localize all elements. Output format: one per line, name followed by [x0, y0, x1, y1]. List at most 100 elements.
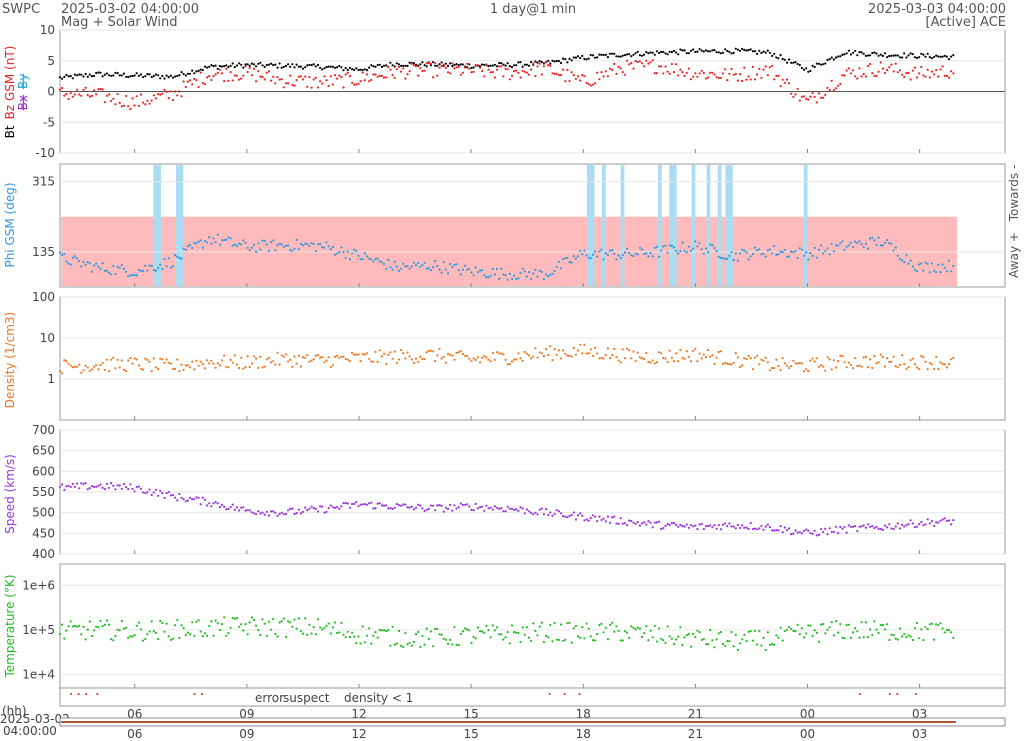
mag-point [212, 75, 214, 77]
temperature-point [227, 632, 229, 634]
density-point [240, 357, 242, 359]
mag-point [238, 62, 240, 64]
mag-point [148, 103, 150, 105]
density-point [419, 356, 421, 358]
phi-point [366, 255, 368, 257]
mag-point [315, 65, 317, 67]
density-point [507, 363, 509, 365]
density-point [161, 358, 163, 360]
mag-point [809, 96, 811, 98]
temperature-point [368, 627, 370, 629]
mag-point [321, 68, 323, 70]
mag-point [607, 75, 609, 77]
mag-point [413, 64, 415, 66]
phi-point [767, 249, 769, 251]
temperature-point [912, 639, 914, 641]
density-point [843, 361, 845, 363]
density-point [238, 367, 240, 369]
temperature-point [743, 634, 745, 636]
temperature-point [355, 642, 357, 644]
speed-point [131, 488, 133, 490]
temperature-point [858, 637, 860, 639]
temperature-point [709, 629, 711, 631]
mag-point [924, 76, 926, 78]
mag-point [950, 56, 952, 58]
phi-point [581, 253, 583, 255]
temperature-point [110, 638, 112, 640]
mag-point [336, 66, 338, 68]
mag-point [466, 63, 468, 65]
mag-point [718, 77, 720, 79]
mag-point [579, 57, 581, 59]
temperature-point [353, 636, 355, 638]
phi-point [681, 242, 683, 244]
speed-point [108, 487, 110, 489]
mag-point [232, 79, 234, 81]
temperature-point [232, 617, 234, 619]
mag-point [221, 65, 223, 67]
mag-point [492, 71, 494, 73]
speed-point [748, 528, 750, 530]
speed-point [588, 520, 590, 522]
mag-point [726, 79, 728, 81]
phi-point [854, 241, 856, 243]
speed-point [939, 520, 941, 522]
mag-point [202, 69, 204, 71]
mag-point [735, 73, 737, 75]
time-navigator-range[interactable] [61, 721, 956, 723]
temperature-point [302, 633, 304, 635]
density-point [816, 357, 818, 359]
mag-point [261, 64, 263, 66]
speed-point [172, 494, 174, 496]
speed-point [136, 486, 138, 488]
mag-point [560, 62, 562, 64]
density-point [743, 357, 745, 359]
mag-point [598, 78, 600, 80]
density-point [905, 368, 907, 370]
speed-point [598, 516, 600, 518]
phi-point [285, 245, 287, 247]
density-point [773, 367, 775, 369]
speed-point [293, 513, 295, 515]
mag-point [814, 66, 816, 68]
density-point [374, 351, 376, 353]
speed-point [477, 507, 479, 509]
mag-point [566, 61, 568, 63]
temperature-point [833, 634, 835, 636]
mag-point [654, 54, 656, 56]
mag-point [72, 77, 74, 79]
phi-point [142, 270, 144, 272]
mag-point [240, 64, 242, 66]
temperature-point [839, 623, 841, 625]
density-point [916, 367, 918, 369]
phi-point [161, 268, 163, 270]
phi-point [536, 276, 538, 278]
density-point [677, 360, 679, 362]
mag-point [863, 53, 865, 55]
mag-point [671, 51, 673, 53]
phi-point [253, 244, 255, 246]
mag-point [600, 71, 602, 73]
mag-point [507, 62, 509, 64]
temperature-point [462, 630, 464, 632]
mag-point [626, 60, 628, 62]
mag-point [76, 89, 78, 91]
density-point [443, 356, 445, 358]
temperature-point [924, 626, 926, 628]
mag-point [771, 55, 773, 57]
speed-point [61, 483, 63, 485]
mag-point [206, 67, 208, 69]
density-point [466, 355, 468, 357]
mag-point [841, 74, 843, 76]
mag-point [660, 65, 662, 67]
mag-point [170, 75, 172, 77]
mag-point [684, 75, 686, 77]
speed-point [306, 509, 308, 511]
legend-error: error [255, 691, 284, 705]
phi-point [466, 269, 468, 271]
mag-point [931, 57, 933, 59]
span-label: 1 day@1 min [490, 2, 576, 17]
mag-point [658, 52, 660, 54]
phi-point [897, 255, 899, 257]
away-label: Away + [1007, 232, 1021, 278]
